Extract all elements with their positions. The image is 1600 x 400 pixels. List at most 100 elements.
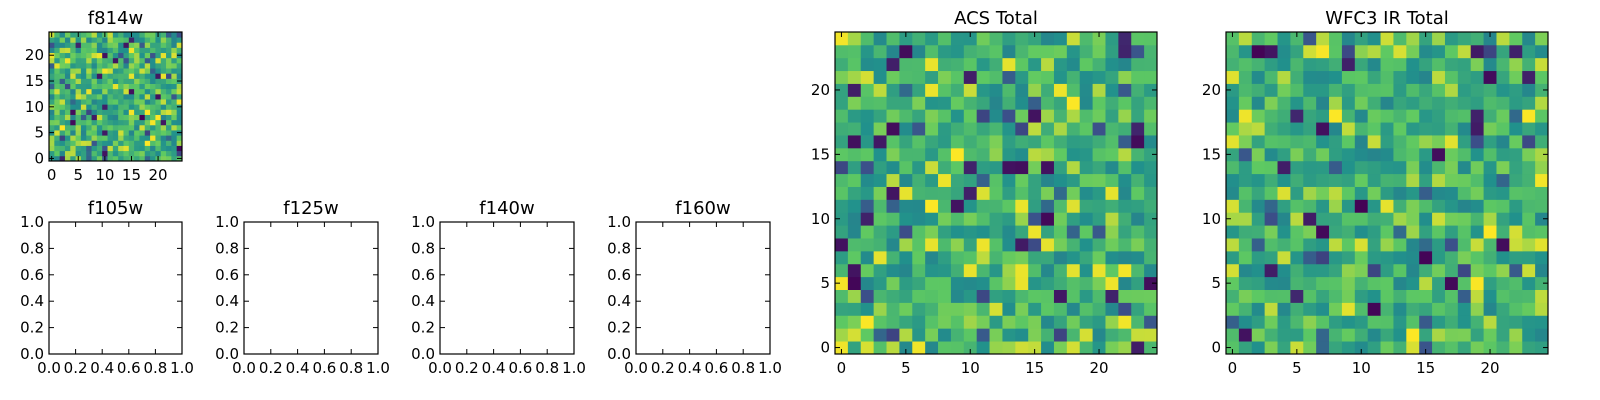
heatmap-cell [128, 42, 135, 48]
heatmap-cell [155, 73, 162, 79]
heatmap-cell [1470, 238, 1484, 252]
heatmap-cell [75, 62, 82, 69]
heatmap-cell [938, 199, 952, 213]
heatmap-cell [1277, 238, 1291, 252]
heatmap-cell [75, 83, 82, 90]
heatmap-cell [950, 238, 965, 252]
heatmap-cell [1066, 44, 1081, 59]
heatmap-cell [1432, 238, 1446, 252]
heatmap-cell [1444, 147, 1459, 162]
heatmap-cell [86, 32, 92, 38]
heatmap-cell [976, 250, 990, 265]
heatmap-cell [1002, 238, 1016, 252]
heatmap-cell [139, 109, 146, 115]
heatmap-cell [1316, 186, 1330, 200]
heatmap-cell [1316, 173, 1330, 187]
heatmap-cell [847, 147, 862, 162]
heatmap-cell [1457, 263, 1472, 278]
heatmap-cell [1316, 212, 1330, 226]
heatmap-cell [1535, 199, 1549, 213]
heatmap-cell [70, 145, 76, 152]
heatmap-cell [1329, 122, 1343, 136]
heatmap-cell [1118, 199, 1132, 213]
heatmap-cell [1015, 199, 1029, 213]
heatmap-cell [1483, 238, 1497, 252]
heatmap-cell [144, 57, 151, 64]
heatmap-cell [59, 124, 66, 131]
heatmap-cell [134, 42, 140, 48]
heatmap-cell [1535, 44, 1549, 59]
heatmap-cell [1329, 199, 1343, 213]
heatmap-cell [835, 186, 849, 200]
heatmap-cell [91, 140, 98, 146]
heatmap-cell [123, 57, 130, 64]
heatmap-cell [873, 109, 887, 123]
heatmap-cell [1264, 83, 1278, 97]
heatmap-cell [1290, 109, 1304, 123]
heatmap-cell [54, 119, 61, 126]
heatmap-cell [166, 109, 172, 115]
heatmap-cell [963, 32, 978, 46]
x-tick-label: 0.4 [90, 359, 114, 377]
heatmap-cell [1041, 173, 1055, 187]
heatmap-cell [847, 199, 862, 213]
heatmap-cell [176, 32, 183, 38]
heatmap-cell [144, 42, 151, 48]
heatmap-cell [144, 93, 151, 100]
heatmap-cell [938, 289, 952, 303]
heatmap-cell [144, 52, 151, 59]
heatmap-cell [59, 47, 66, 54]
heatmap-cell [1053, 212, 1068, 226]
heatmap-cell [166, 104, 172, 110]
heatmap-cell [1457, 315, 1472, 329]
heatmap-cell [912, 173, 926, 187]
heatmap-cell [1354, 122, 1369, 136]
heatmap-cell [1264, 44, 1278, 59]
heatmap-cell [1367, 289, 1381, 303]
heatmap-cell [1092, 238, 1106, 252]
heatmap-cell [1535, 238, 1549, 252]
heatmap-cell [1367, 328, 1381, 342]
heatmap-cell [123, 104, 130, 110]
x-tick-label: 0.4 [482, 359, 506, 377]
heatmap-cell [1226, 160, 1240, 175]
heatmap-cell [1066, 289, 1081, 303]
heatmap-cell [1432, 302, 1446, 316]
heatmap-cell [1496, 263, 1510, 278]
heatmap-cell [1041, 250, 1055, 265]
heatmap-cell [835, 70, 849, 84]
heatmap-cell [80, 130, 87, 136]
heatmap-cell [171, 57, 178, 64]
x-tick-label: 15 [1416, 359, 1435, 377]
y-tick-label: 0.4 [607, 292, 631, 310]
heatmap-cell [123, 62, 130, 69]
heatmap-cell [1406, 315, 1420, 329]
heatmap-cell [938, 147, 952, 162]
heatmap-cell [166, 135, 172, 141]
heatmap-cell [80, 73, 87, 79]
heatmap-cell [134, 47, 140, 54]
heatmap-cell [925, 147, 939, 162]
heatmap-cell [96, 68, 103, 74]
heatmap-cell [1066, 263, 1081, 278]
heatmap-cell [912, 238, 926, 252]
heatmap-cell [123, 135, 130, 141]
heatmap-cell [1238, 315, 1253, 329]
x-tick-label: 0.8 [339, 359, 363, 377]
heatmap-cell [1457, 160, 1472, 175]
heatmap-cell [925, 328, 939, 342]
acs_total-title: ACS Total [954, 8, 1038, 29]
heatmap-cell [96, 57, 103, 64]
heatmap-cell [1041, 70, 1055, 84]
heatmap-cell [1341, 70, 1356, 84]
heatmap-cell [160, 37, 167, 43]
heatmap-cell [860, 328, 875, 342]
y-tick-label: 0.4 [411, 292, 435, 310]
heatmap-cell [166, 145, 172, 152]
heatmap-cell [1264, 57, 1278, 72]
heatmap-cell [1251, 83, 1266, 97]
heatmap-cell [134, 88, 140, 95]
heatmap-cell [1131, 173, 1145, 187]
heatmap-cell [1226, 147, 1240, 162]
heatmap-cell [1341, 250, 1356, 265]
